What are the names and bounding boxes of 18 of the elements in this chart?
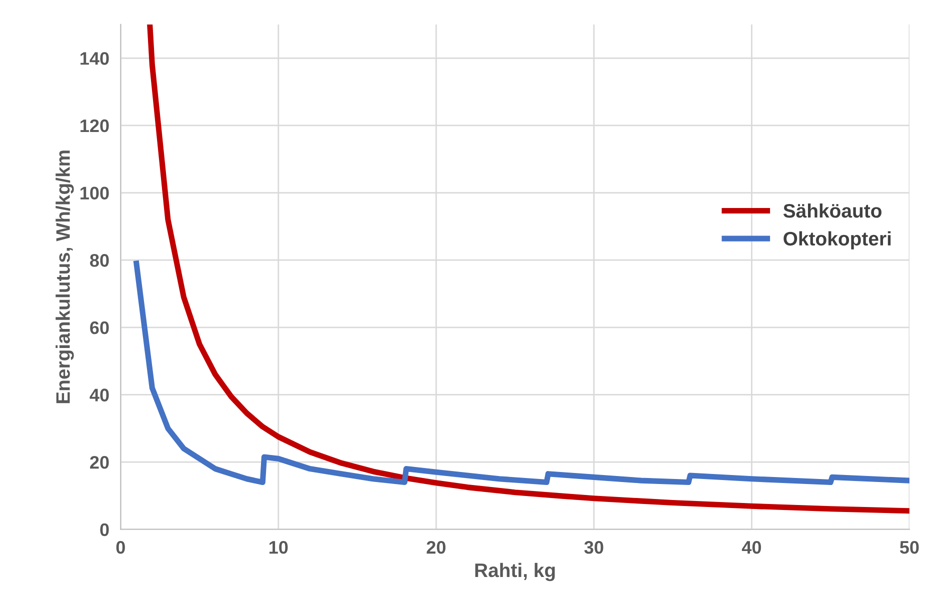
legend-label: Sähköauto [783,203,882,218]
x-tick-label: 30 [584,540,604,554]
x-tick-label: 0 [116,540,125,554]
y-tick-label: 100 [80,186,109,200]
x-tick-label: 50 [900,540,919,554]
x-tick-label: 20 [426,540,446,554]
y-tick-label: 20 [90,456,109,469]
x-tick-label: 10 [269,540,288,554]
y-tick-label: 140 [80,52,109,65]
x-axis-title: Rahti, kg [475,562,555,582]
y-tick-label: 80 [90,254,109,267]
y-tick-label: 120 [80,119,109,132]
y-tick-label: 40 [90,388,109,402]
x-tick-label: 40 [742,540,761,554]
y-tick-label: 0 [100,523,109,536]
legend-label: Oktokopteri [784,231,891,250]
y-axis-title: Energiankulutus, Wh/kg/km [56,150,74,404]
y-tick-label: 60 [90,321,109,334]
